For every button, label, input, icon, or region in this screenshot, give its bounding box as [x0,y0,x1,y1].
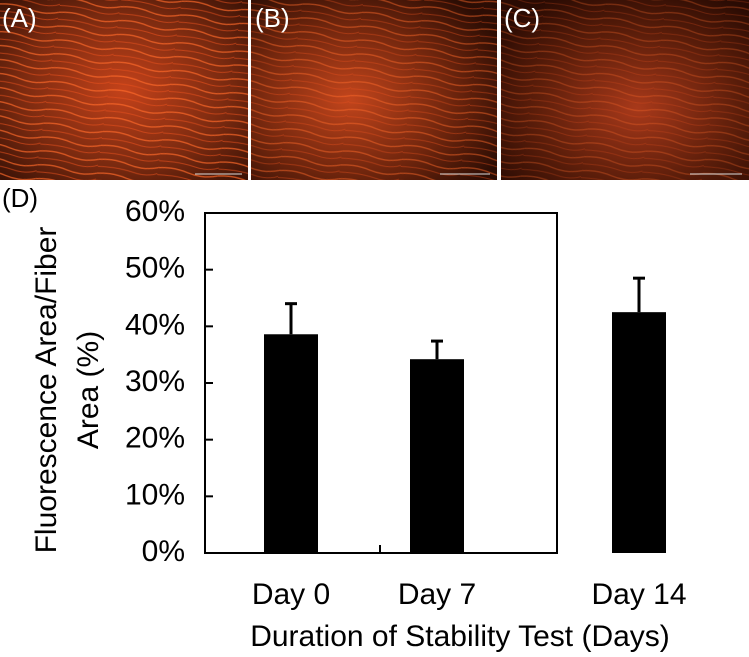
y-tick-label: 10% [125,478,185,511]
panel-label: (D) [2,183,38,213]
y-tick-label: 50% [125,252,185,285]
y-tick-label: 40% [125,308,185,341]
micrograph-b [251,0,497,180]
bar [264,334,318,553]
y-tick-label: 20% [125,422,185,455]
x-axis-title: Duration of Stability Test (Days) [250,620,670,653]
y-tick-label: 0% [142,535,185,568]
micrograph-c [501,0,749,180]
micrograph-a [0,0,248,180]
error-bar [431,339,443,360]
x-tick-label: Day 14 [591,578,686,611]
bar [410,359,464,553]
panel-label: (C) [504,3,540,33]
plot-frame [204,212,558,554]
x-tick-label: Day 0 [252,578,330,611]
y-tick-label: 30% [125,365,185,398]
x-tick-label: Day 7 [398,578,476,611]
bar [612,312,666,553]
panel-label: (A) [2,3,37,33]
y-tick-label: 60% [125,195,185,228]
error-bar [633,276,645,313]
panel-label: (B) [255,3,290,33]
y-axis-title: Fluorescence Area/Fiber [30,227,63,554]
error-bar [285,302,297,335]
y-axis-title: Area (%) [72,331,105,449]
